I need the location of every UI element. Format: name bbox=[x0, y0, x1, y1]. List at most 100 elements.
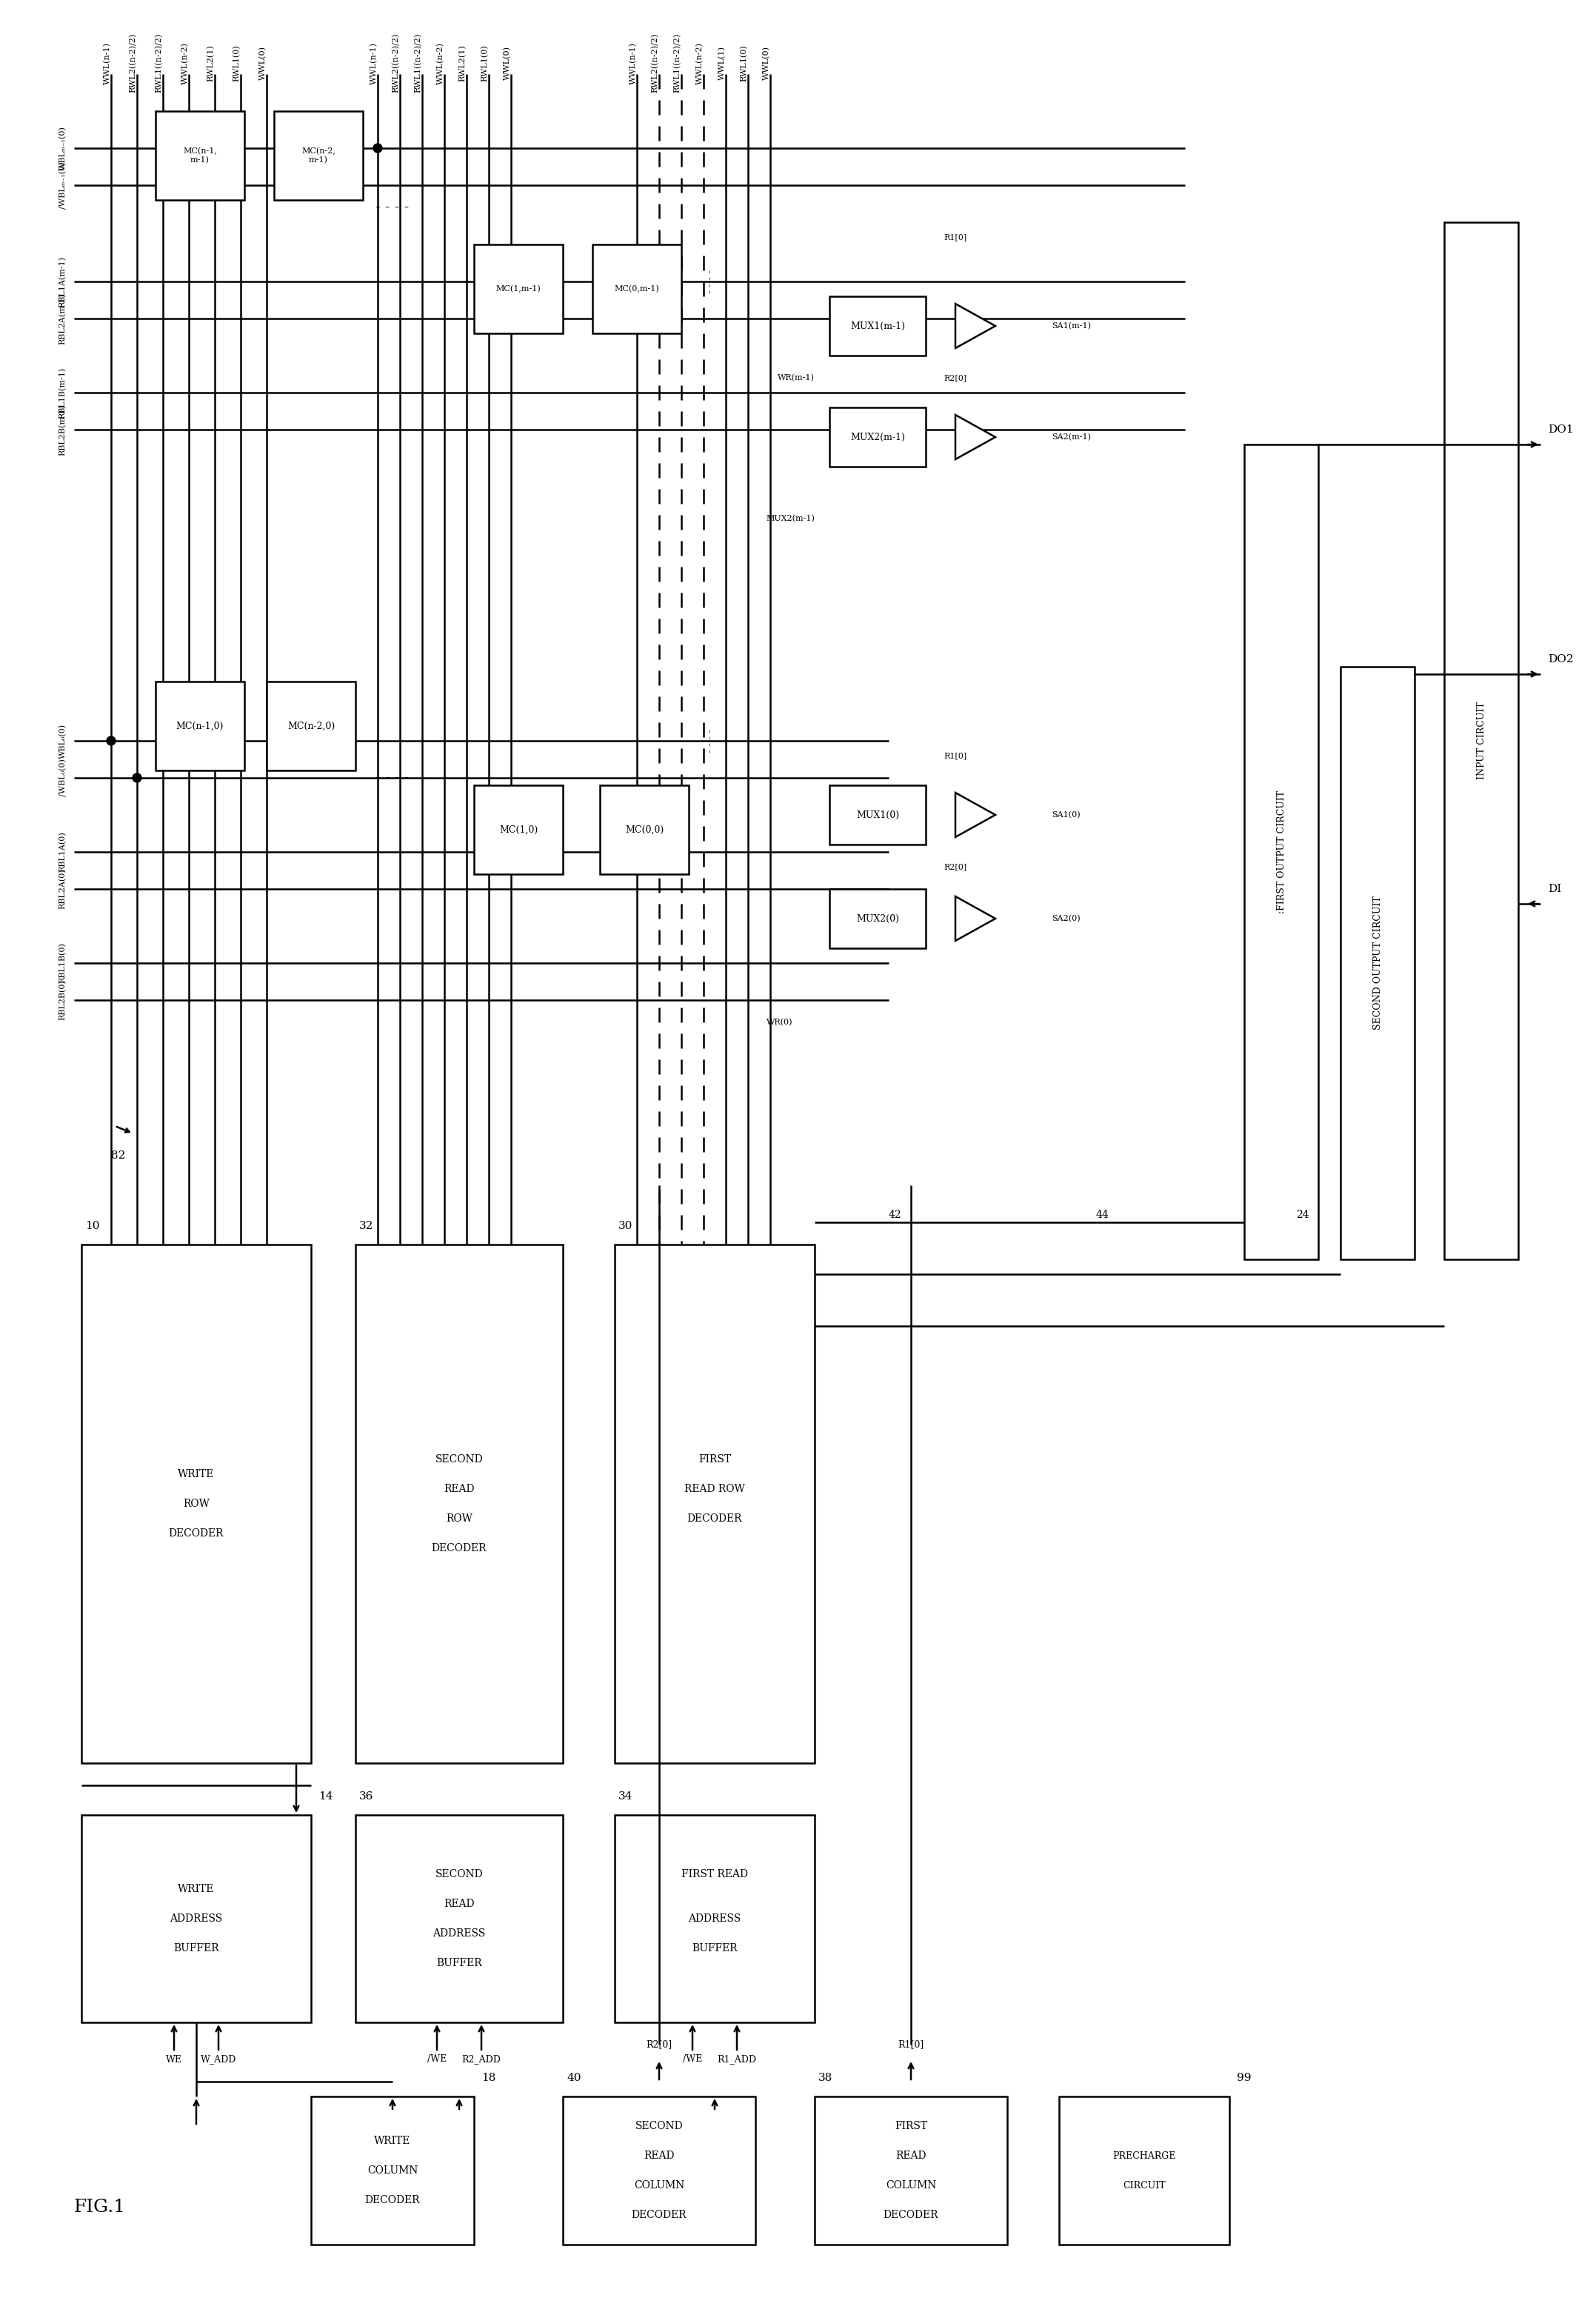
Text: R2[0]: R2[0] bbox=[943, 375, 967, 382]
Text: MC(1,m-1): MC(1,m-1) bbox=[496, 285, 541, 292]
Text: R2[0]: R2[0] bbox=[943, 863, 967, 870]
Text: READ: READ bbox=[444, 1898, 474, 1910]
Text: RBL2A(0): RBL2A(0) bbox=[59, 868, 67, 910]
Text: RBL2A(m-1): RBL2A(m-1) bbox=[59, 294, 67, 345]
Polygon shape bbox=[956, 896, 996, 940]
Text: WWL(n-2): WWL(n-2) bbox=[182, 42, 188, 83]
Text: 10: 10 bbox=[85, 1220, 99, 1232]
Text: DECODER: DECODER bbox=[169, 1528, 223, 1539]
Text: 99: 99 bbox=[1237, 2072, 1251, 2084]
Bar bbox=[267, 681, 356, 771]
Text: RWL1(0): RWL1(0) bbox=[480, 44, 488, 81]
Text: 30: 30 bbox=[618, 1220, 632, 1232]
Text: RWL1((n-2)/2): RWL1((n-2)/2) bbox=[155, 32, 163, 93]
Text: MC(n-1,0): MC(n-1,0) bbox=[176, 722, 223, 732]
Text: DECODER: DECODER bbox=[688, 1514, 742, 1523]
Text: W_ADD: W_ADD bbox=[201, 2056, 236, 2065]
Text: RBL1B(0): RBL1B(0) bbox=[59, 942, 67, 984]
Text: ADDRESS: ADDRESS bbox=[169, 1915, 223, 1924]
Bar bbox=[155, 111, 244, 199]
Text: FIRST READ: FIRST READ bbox=[681, 1868, 749, 1880]
Text: MUX1(m-1): MUX1(m-1) bbox=[851, 322, 905, 331]
Text: INPUT CIRCUIT: INPUT CIRCUIT bbox=[1476, 701, 1486, 780]
Text: SA1(m-1): SA1(m-1) bbox=[1052, 322, 1092, 329]
Bar bbox=[814, 2097, 1007, 2246]
Text: 36: 36 bbox=[359, 1792, 373, 1801]
Text: R1[0]: R1[0] bbox=[899, 2040, 924, 2049]
Text: FIRST: FIRST bbox=[699, 1454, 731, 1465]
Bar bbox=[830, 407, 926, 468]
Text: WR(0): WR(0) bbox=[766, 1019, 793, 1026]
Text: - - - -: - - - - bbox=[705, 269, 717, 294]
Text: SECOND: SECOND bbox=[436, 1868, 484, 1880]
Text: READ: READ bbox=[643, 2151, 675, 2160]
Text: WR(m-1): WR(m-1) bbox=[777, 375, 814, 382]
Bar bbox=[474, 245, 563, 333]
Text: WE: WE bbox=[166, 2056, 182, 2065]
Text: SECOND: SECOND bbox=[436, 1454, 484, 1465]
Text: SA1(0): SA1(0) bbox=[1052, 810, 1080, 820]
Text: DO2: DO2 bbox=[1548, 655, 1574, 664]
Text: 40: 40 bbox=[567, 2072, 581, 2084]
Text: RBL1B(m-1): RBL1B(m-1) bbox=[59, 368, 67, 419]
Text: RWL1(0): RWL1(0) bbox=[741, 44, 749, 81]
Text: WWL(n-2): WWL(n-2) bbox=[437, 42, 444, 83]
Text: DECODER: DECODER bbox=[883, 2211, 938, 2220]
Bar bbox=[592, 245, 681, 333]
Text: MC(0,0): MC(0,0) bbox=[626, 824, 664, 833]
Text: SA2(m-1): SA2(m-1) bbox=[1052, 433, 1092, 440]
Text: DO1: DO1 bbox=[1548, 424, 1574, 435]
Text: CIRCUIT: CIRCUIT bbox=[1124, 2181, 1165, 2190]
Text: DECODER: DECODER bbox=[431, 1544, 487, 1553]
Text: 34: 34 bbox=[618, 1792, 632, 1801]
Text: /WE: /WE bbox=[428, 2056, 447, 2065]
Text: WWL(0): WWL(0) bbox=[503, 46, 511, 81]
Text: COLUMN: COLUMN bbox=[886, 2181, 937, 2190]
Text: WWL(n-1): WWL(n-1) bbox=[104, 42, 112, 83]
Text: SA2(0): SA2(0) bbox=[1052, 914, 1080, 921]
Polygon shape bbox=[956, 414, 996, 458]
Text: WWL(0): WWL(0) bbox=[763, 46, 771, 81]
Text: 42: 42 bbox=[889, 1211, 902, 1220]
Text: - - - -: - - - - bbox=[705, 729, 717, 752]
Polygon shape bbox=[956, 303, 996, 347]
Text: READ ROW: READ ROW bbox=[685, 1484, 745, 1493]
Text: MC(n-1,
m-1): MC(n-1, m-1) bbox=[184, 148, 217, 164]
Bar bbox=[356, 1245, 563, 1764]
Text: R2_ADD: R2_ADD bbox=[461, 2056, 501, 2065]
Polygon shape bbox=[956, 792, 996, 838]
Text: 82: 82 bbox=[112, 1151, 126, 1160]
Text: /WBL₀(0): /WBL₀(0) bbox=[59, 759, 67, 796]
Text: RWL2((n-2)/2): RWL2((n-2)/2) bbox=[129, 32, 137, 93]
Text: RBL2B(0): RBL2B(0) bbox=[59, 979, 67, 1021]
Bar bbox=[311, 2097, 474, 2246]
Text: RWL1((n-2)/2): RWL1((n-2)/2) bbox=[674, 32, 681, 93]
Text: WWL(n-2): WWL(n-2) bbox=[696, 42, 704, 83]
Text: WBL₀(0): WBL₀(0) bbox=[59, 722, 67, 759]
Circle shape bbox=[373, 144, 381, 153]
Text: COLUMN: COLUMN bbox=[367, 2165, 418, 2176]
Bar bbox=[614, 1815, 814, 2023]
Bar bbox=[614, 1245, 814, 1764]
Text: MUX2(0): MUX2(0) bbox=[855, 914, 899, 924]
Text: MC(n-2,
m-1): MC(n-2, m-1) bbox=[302, 148, 335, 164]
Circle shape bbox=[107, 736, 115, 745]
Text: RWL2(1): RWL2(1) bbox=[207, 44, 215, 81]
Bar bbox=[155, 681, 244, 771]
Bar bbox=[1060, 2097, 1229, 2246]
Text: SECOND OUTPUT CIRCUIT: SECOND OUTPUT CIRCUIT bbox=[1373, 896, 1382, 1030]
Text: WRITE: WRITE bbox=[373, 2137, 410, 2146]
Text: WWL(1): WWL(1) bbox=[718, 46, 726, 81]
Text: ROW: ROW bbox=[445, 1514, 472, 1523]
Text: DECODER: DECODER bbox=[632, 2211, 686, 2220]
Text: ADDRESS: ADDRESS bbox=[433, 1928, 485, 1938]
Text: MUX2(m-1): MUX2(m-1) bbox=[851, 433, 905, 442]
Bar bbox=[830, 296, 926, 357]
Text: WWL(n-1): WWL(n-1) bbox=[629, 42, 637, 83]
Text: MC(n-2,0): MC(n-2,0) bbox=[287, 722, 335, 732]
Text: :FIRST OUTPUT CIRCUIT: :FIRST OUTPUT CIRCUIT bbox=[1277, 789, 1286, 914]
Text: MC(1,0): MC(1,0) bbox=[500, 824, 538, 833]
Text: /WBLₘ₋₁(0): /WBLₘ₋₁(0) bbox=[59, 162, 67, 208]
Bar bbox=[81, 1245, 311, 1764]
Bar bbox=[830, 889, 926, 949]
